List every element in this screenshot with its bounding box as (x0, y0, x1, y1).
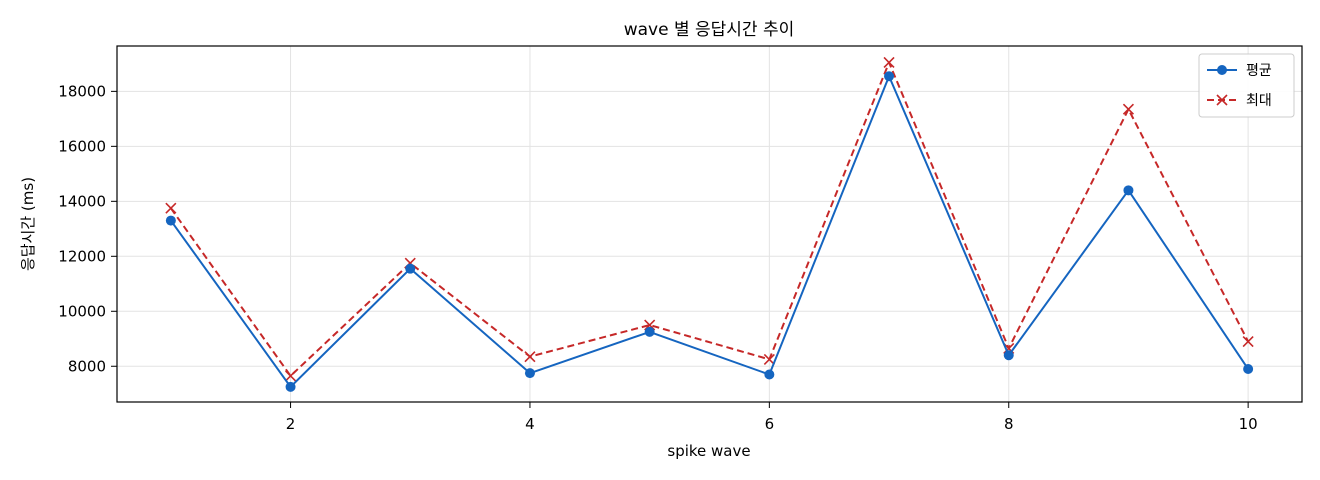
data-point (405, 263, 416, 274)
y-tick-label: 12000 (58, 247, 106, 265)
y-tick-label: 18000 (58, 82, 106, 100)
series-1 (165, 56, 1254, 382)
data-point (1003, 350, 1014, 361)
y-axis-label: 응답시간 (ms) (19, 177, 37, 271)
data-point (284, 370, 297, 382)
data-point (165, 202, 177, 214)
data-point (764, 369, 775, 380)
data-point (285, 381, 296, 392)
y-tick-label: 16000 (58, 137, 106, 155)
y-axis-ticks: 8000 10000 12000 14000 16000 18000 (58, 82, 117, 375)
data-point (1242, 335, 1254, 348)
grid (117, 46, 1302, 402)
legend-marker (1216, 94, 1228, 106)
x-tick-label: 6 (765, 415, 775, 433)
data-point (1243, 364, 1254, 375)
data-point (1123, 185, 1134, 196)
x-tick-label: 8 (1004, 415, 1014, 433)
legend-marker (1217, 65, 1227, 75)
series-layer (165, 56, 1254, 392)
x-axis-ticks: 2 4 6 8 10 (286, 402, 1258, 433)
data-point (763, 353, 775, 365)
chart-title: wave 별 응답시간 추이 (624, 20, 795, 40)
legend-item: 평균 (1207, 63, 1272, 79)
x-axis-label: spike wave (667, 442, 750, 460)
plot-frame (116, 45, 1303, 403)
y-tick-label: 10000 (58, 302, 106, 320)
data-point (883, 56, 895, 69)
x-tick-label: 2 (286, 415, 296, 433)
series-0 (165, 71, 1254, 392)
x-tick-label: 10 (1239, 415, 1258, 433)
series-line-1 (170, 61, 1250, 377)
series-line-0 (170, 75, 1249, 388)
y-tick-label: 14000 (58, 192, 106, 210)
data-point (524, 351, 536, 363)
legend-label: 최대 (1246, 93, 1272, 109)
legend-label: 평균 (1246, 63, 1272, 79)
data-point (884, 71, 895, 82)
x-tick-label: 4 (525, 415, 535, 433)
data-point (644, 326, 655, 337)
data-point (1122, 103, 1135, 115)
data-point (165, 215, 176, 226)
y-tick-label: 8000 (68, 357, 106, 375)
legend-item: 최대 (1207, 93, 1272, 109)
data-point (524, 368, 535, 379)
